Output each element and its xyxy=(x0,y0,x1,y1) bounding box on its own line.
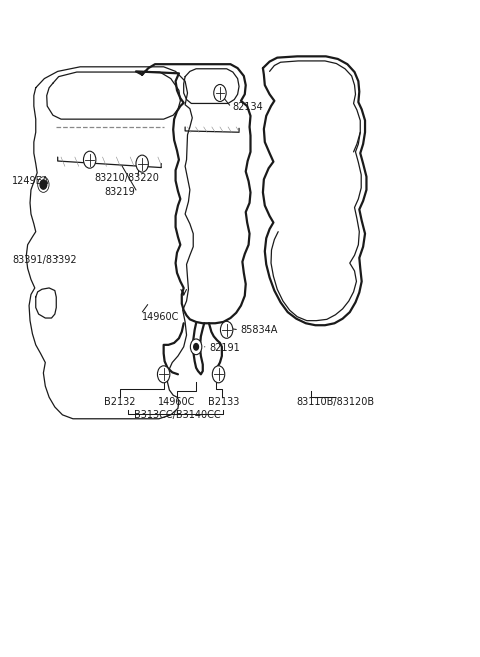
Text: 14960C: 14960C xyxy=(158,397,196,407)
Text: 82191: 82191 xyxy=(209,343,240,353)
Circle shape xyxy=(191,339,202,355)
Text: 83219: 83219 xyxy=(104,187,135,197)
Text: 14960C: 14960C xyxy=(142,311,180,322)
Circle shape xyxy=(157,366,170,383)
Text: 82134: 82134 xyxy=(233,102,264,112)
Text: 85834A: 85834A xyxy=(240,325,277,335)
Text: 1249EA: 1249EA xyxy=(12,175,49,186)
Circle shape xyxy=(212,366,225,383)
Circle shape xyxy=(136,155,148,172)
Text: 83391/83392: 83391/83392 xyxy=(12,256,76,265)
Circle shape xyxy=(214,85,226,101)
Text: B2132: B2132 xyxy=(104,397,135,407)
Circle shape xyxy=(84,151,96,168)
Text: B2133: B2133 xyxy=(208,397,239,407)
Circle shape xyxy=(220,321,233,338)
Text: 83210/83220: 83210/83220 xyxy=(95,173,159,183)
Circle shape xyxy=(40,180,47,189)
Text: B313CC/B3140CC: B313CC/B3140CC xyxy=(134,410,220,420)
Text: 83110B/83120B: 83110B/83120B xyxy=(296,397,374,407)
Circle shape xyxy=(194,344,199,350)
